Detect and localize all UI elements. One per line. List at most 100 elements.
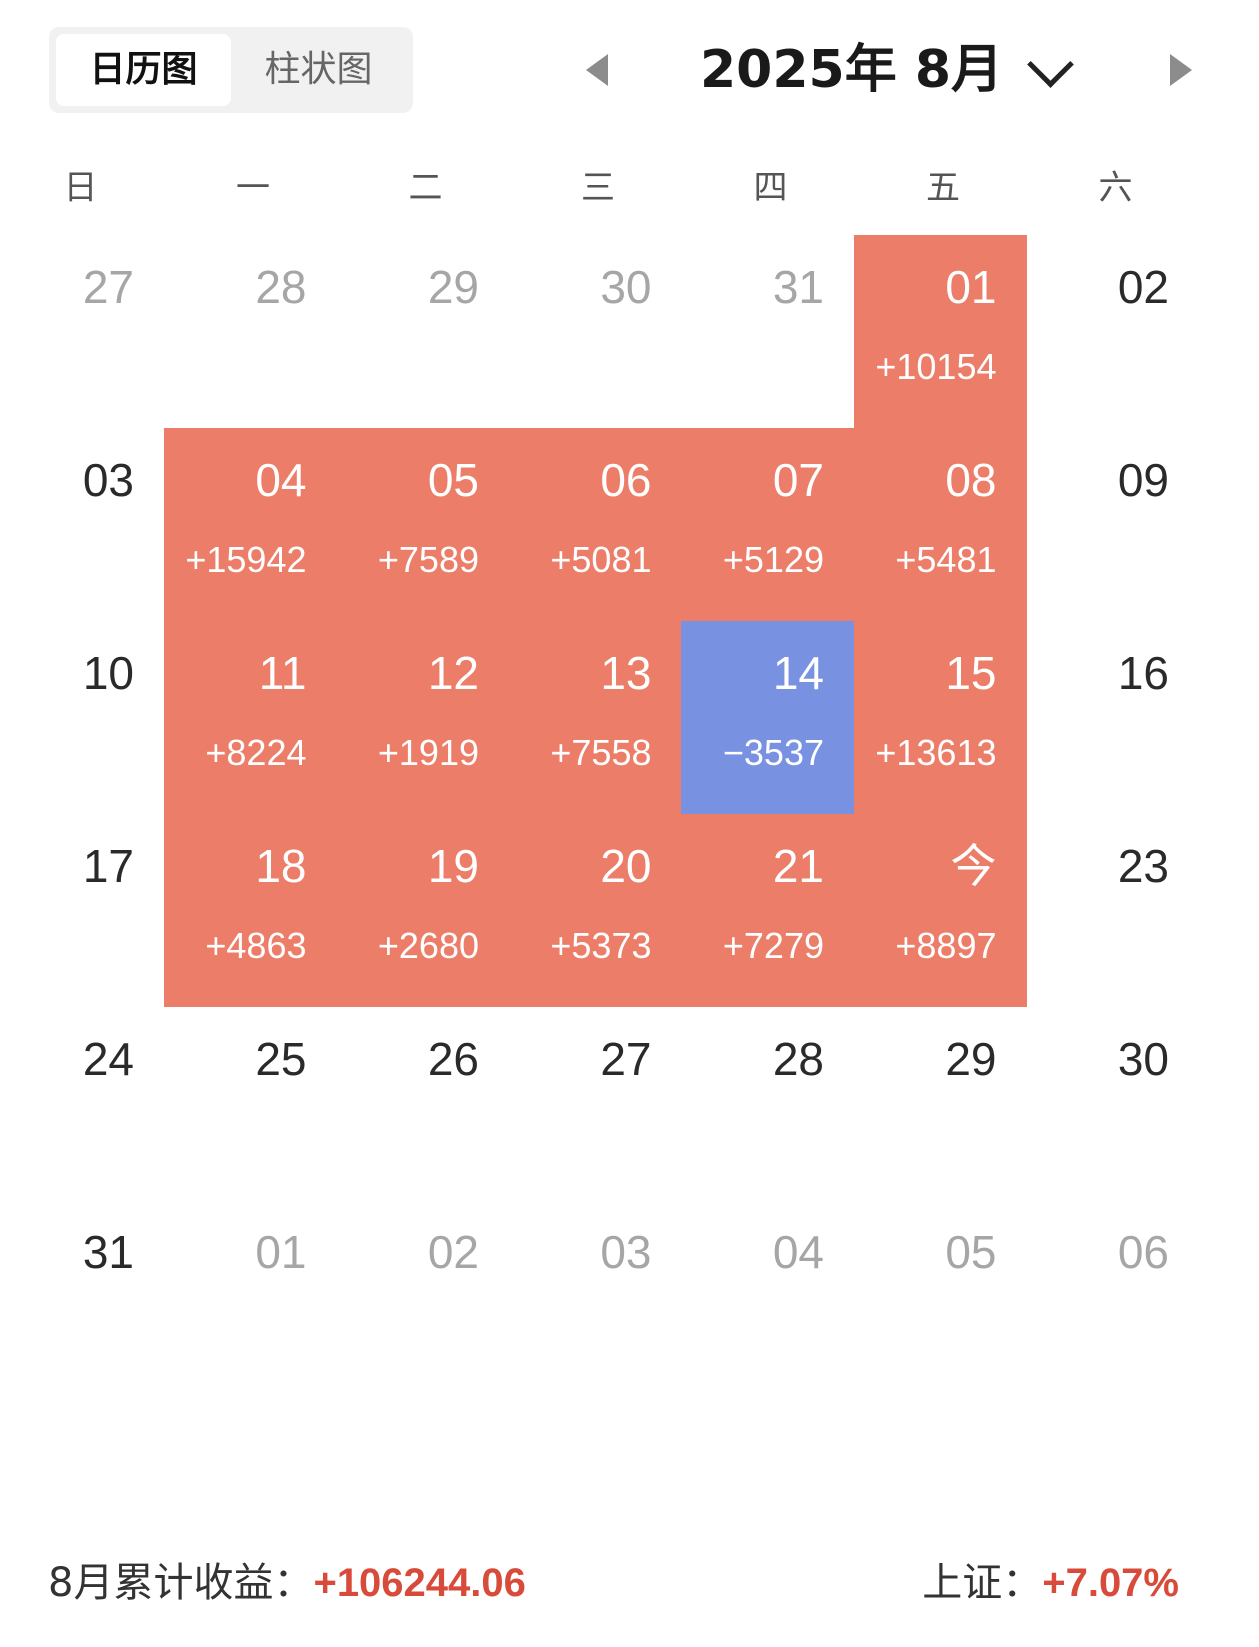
day-number: 06 bbox=[600, 454, 652, 506]
calendar-day-cell[interactable]: 27 bbox=[509, 1007, 682, 1200]
calendar-day-cell[interactable]: 05 bbox=[854, 1200, 1027, 1393]
day-number: 03 bbox=[82, 454, 134, 506]
day-number: 05 bbox=[945, 1226, 997, 1278]
calendar-day-cell[interactable]: 02 bbox=[1026, 235, 1199, 428]
weekday-label: 一 bbox=[236, 168, 270, 208]
calendar-day-cell[interactable]: 28 bbox=[164, 235, 337, 428]
day-number: 03 bbox=[600, 1226, 652, 1278]
calendar-day-cell[interactable]: 04 bbox=[681, 1200, 854, 1393]
day-number: 14 bbox=[772, 647, 824, 699]
day-number: 06 bbox=[1117, 1226, 1169, 1278]
daily-pnl: +5129 bbox=[722, 539, 824, 580]
daily-pnl: +8224 bbox=[205, 732, 307, 773]
calendar-day-cell[interactable]: 21 +7279 bbox=[681, 814, 854, 1007]
weekday-label: 四 bbox=[753, 168, 788, 208]
prev-month-icon[interactable] bbox=[586, 54, 608, 86]
day-number: 今 bbox=[950, 840, 997, 892]
daily-pnl: +5481 bbox=[895, 539, 997, 580]
calendar-day-cell[interactable]: 01 +10154 bbox=[853, 235, 1027, 428]
daily-pnl: +4863 bbox=[205, 925, 307, 966]
calendar-day-cell[interactable]: 06 +5081 bbox=[508, 428, 682, 621]
day-number: 05 bbox=[427, 454, 479, 506]
chevron-down-icon[interactable] bbox=[1027, 41, 1074, 88]
calendar-day-cell[interactable]: 29 bbox=[854, 1007, 1027, 1200]
calendar-day-cell[interactable]: 09 bbox=[1026, 428, 1199, 621]
index-summary: 上证：+7.07% bbox=[922, 1555, 1179, 1611]
calendar-day-cell[interactable]: 29 bbox=[336, 235, 509, 428]
calendar-day-cell[interactable]: 12 +1919 bbox=[336, 621, 509, 814]
calendar-day-cell[interactable]: 03 bbox=[509, 1200, 682, 1393]
daily-pnl: +10154 bbox=[875, 346, 997, 387]
day-number: 13 bbox=[600, 647, 652, 699]
calendar-day-cell[interactable]: 15 +13613 bbox=[853, 621, 1027, 814]
day-number: 01 bbox=[255, 1226, 307, 1278]
weekday-label: 日 bbox=[63, 168, 98, 208]
calendar-day-cell[interactable]: 31 bbox=[681, 235, 854, 428]
day-number: 31 bbox=[772, 261, 824, 313]
calendar-day-cell[interactable]: 27 bbox=[0, 235, 164, 428]
calendar-day-cell[interactable]: 05 +7589 bbox=[336, 428, 509, 621]
cumulative-label: 8月累计收益： bbox=[48, 1560, 314, 1606]
day-number: 21 bbox=[772, 840, 824, 892]
daily-pnl: +5373 bbox=[550, 925, 652, 966]
daily-pnl: +15942 bbox=[185, 539, 307, 580]
day-number: 15 bbox=[945, 647, 997, 699]
day-number: 25 bbox=[255, 1033, 307, 1085]
tab-bar-chart[interactable]: 柱状图 bbox=[264, 49, 373, 90]
index-label: 上证： bbox=[922, 1560, 1043, 1606]
day-number: 16 bbox=[1117, 647, 1169, 699]
calendar-day-cell[interactable]: 30 bbox=[509, 235, 682, 428]
day-number: 29 bbox=[427, 261, 479, 313]
calendar-day-cell[interactable]: 01 bbox=[164, 1200, 337, 1393]
calendar-day-cell[interactable]: 30 bbox=[1026, 1007, 1199, 1200]
calendar-day-cell[interactable]: 10 bbox=[0, 621, 164, 814]
month-title[interactable]: 2025年 8月 bbox=[700, 40, 1004, 100]
calendar-day-cell[interactable]: 07 +5129 bbox=[681, 428, 854, 621]
calendar-day-cell[interactable]: 26 bbox=[336, 1007, 509, 1200]
calendar-day-cell[interactable]: 08 +5481 bbox=[853, 428, 1027, 621]
calendar-day-cell[interactable]: 25 bbox=[164, 1007, 337, 1200]
day-number: 27 bbox=[82, 261, 134, 313]
day-number: 07 bbox=[772, 454, 824, 506]
calendar-day-cell[interactable]: 03 bbox=[0, 428, 164, 621]
day-number: 28 bbox=[772, 1033, 824, 1085]
monthly-summary: 8月累计收益：+106244.06 bbox=[48, 1555, 526, 1611]
day-number: 08 bbox=[945, 454, 997, 506]
calendar-day-cell[interactable]: 19 +2680 bbox=[336, 814, 509, 1007]
day-number: 10 bbox=[82, 647, 134, 699]
calendar-day-cell[interactable]: 23 bbox=[1026, 814, 1199, 1007]
calendar-day-cell[interactable]: 04 +15942 bbox=[163, 428, 337, 621]
daily-pnl: +7589 bbox=[377, 539, 479, 580]
day-number: 30 bbox=[1117, 1033, 1169, 1085]
calendar-day-cell[interactable]: 31 bbox=[0, 1200, 164, 1393]
calendar-day-cell[interactable]: 20 +5373 bbox=[508, 814, 682, 1007]
day-number: 02 bbox=[1117, 261, 1169, 313]
calendar-day-cell[interactable]: 16 bbox=[1026, 621, 1199, 814]
day-number: 19 bbox=[427, 840, 479, 892]
daily-pnl: +7558 bbox=[550, 732, 652, 773]
view-toggle: 日历图 柱状图 bbox=[49, 27, 413, 113]
daily-pnl: +7279 bbox=[722, 925, 824, 966]
calendar-day-cell[interactable]: 今 +8897 bbox=[853, 814, 1027, 1007]
calendar-day-cell[interactable]: 14 −3537 bbox=[681, 621, 854, 814]
day-number: 29 bbox=[945, 1033, 997, 1085]
weekday-label: 五 bbox=[926, 168, 960, 208]
calendar-day-cell[interactable]: 13 +7558 bbox=[508, 621, 682, 814]
calendar-day-cell[interactable]: 18 +4863 bbox=[163, 814, 337, 1007]
next-month-icon[interactable] bbox=[1170, 54, 1192, 86]
day-number: 04 bbox=[772, 1226, 824, 1278]
calendar-day-cell[interactable]: 28 bbox=[681, 1007, 854, 1200]
day-number: 01 bbox=[945, 261, 997, 313]
calendar-day-cell[interactable]: 17 bbox=[0, 814, 164, 1007]
calendar-day-cell[interactable]: 24 bbox=[0, 1007, 164, 1200]
day-number: 20 bbox=[600, 840, 652, 892]
calendar-day-cell[interactable]: 02 bbox=[336, 1200, 509, 1393]
day-number: 09 bbox=[1117, 454, 1169, 506]
day-number: 02 bbox=[427, 1226, 479, 1278]
weekday-label: 三 bbox=[581, 168, 615, 208]
calendar-day-cell[interactable]: 06 bbox=[1026, 1200, 1199, 1393]
calendar-day-cell[interactable]: 11 +8224 bbox=[163, 621, 337, 814]
daily-pnl: −3537 bbox=[722, 732, 824, 773]
tab-calendar[interactable]: 日历图 bbox=[56, 34, 231, 106]
daily-pnl: +5081 bbox=[550, 539, 652, 580]
